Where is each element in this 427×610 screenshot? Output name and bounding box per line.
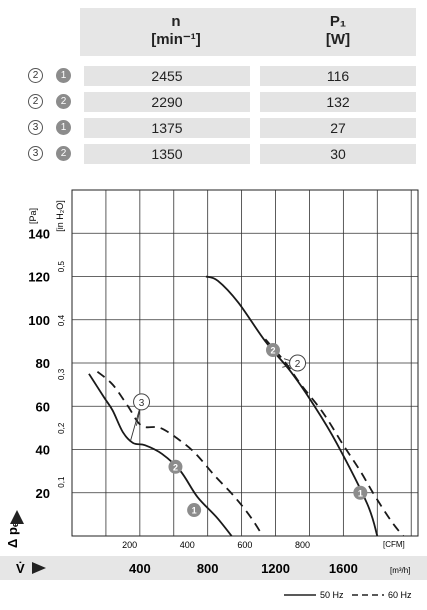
table-row: 2 2 2290 132 (0, 92, 427, 112)
y-unit-pa: [Pa] (28, 208, 38, 224)
col-power-header: P₁ [W] (260, 8, 416, 56)
y-tick-label-pa: 80 (36, 356, 50, 371)
open-marker-label: 3 (139, 398, 145, 409)
curve-badge: 2 (28, 94, 43, 109)
curve-markers: 3 2 2 1 2 1 (130, 343, 368, 518)
m3h-axis-band (0, 556, 427, 580)
filled-marker-icon (187, 503, 202, 518)
y-tick-label-inh2o: 0,5 (57, 261, 66, 273)
y-tick-label-pa: 120 (28, 270, 50, 285)
power-value: 132 (260, 92, 416, 112)
power-value: 30 (260, 144, 416, 164)
x-axis-label: V̇ (16, 561, 25, 576)
power-value: 27 (260, 118, 416, 138)
filled-marker-icon (168, 459, 183, 474)
y-tick-label-pa: 40 (36, 443, 50, 458)
x-axis-arrow-icon (32, 562, 46, 574)
axis-labels: 20 40 60 80 100 120 140 0,1 0,2 0,3 0,4 0,5 200 400 60… (28, 226, 358, 576)
x-tick-label-cfm: 200 (122, 540, 137, 550)
chart-curves (88, 275, 405, 536)
speed-value: 1375 (84, 118, 250, 138)
y-tick-label-pa: 100 (28, 313, 50, 328)
x-unit-cfm: [CFM] (383, 540, 405, 549)
col-power-unit: [W] (325, 31, 351, 48)
y-tick-label-inh2o: 0,4 (57, 314, 66, 326)
filled-marker-label: 2 (270, 346, 275, 356)
col-power-label: P₁ (329, 13, 347, 30)
col-speed-unit: [min⁻¹] (151, 31, 201, 48)
y-unit-inh2o: [in H₂O] (55, 200, 65, 232)
y-tick-label-pa: 20 (36, 486, 50, 501)
filled-marker-icon (265, 343, 280, 358)
x-tick-label-m3h: 800 (197, 561, 219, 576)
table-row: 3 1 1375 27 (0, 118, 427, 138)
table-row: 3 2 1350 30 (0, 144, 427, 164)
x-tick-label-cfm: 800 (295, 540, 310, 550)
power-value: 116 (260, 66, 416, 86)
variant-badge: 1 (56, 120, 71, 135)
x-tick-label-cfm: 400 (180, 540, 195, 550)
speed-value: 2455 (84, 66, 250, 86)
y-tick-label-inh2o: 0,1 (57, 476, 66, 488)
chart-grid (71, 189, 419, 537)
variant-badge: 2 (56, 146, 71, 161)
curve-badge: 3 (28, 146, 43, 161)
y-tick-label-inh2o: 0,3 (57, 368, 66, 380)
variant-badge: 2 (56, 94, 71, 109)
table-header: n [min⁻¹] P₁ [W] (80, 8, 416, 56)
curve-badge: 3 (28, 120, 43, 135)
curve-2-2-dashed (264, 338, 405, 536)
table-row: 2 1 2455 116 (0, 66, 427, 86)
legend-label-60hz: 60 Hz (388, 590, 412, 600)
y-axis-label: Δ pₑₐ (5, 517, 20, 548)
y-tick-label-pa: 60 (36, 399, 50, 414)
speed-value: 1350 (84, 144, 250, 164)
filled-marker-label: 2 (173, 462, 178, 472)
open-marker-icon (133, 393, 151, 411)
col-speed-header: n [min⁻¹] (86, 8, 266, 56)
x-tick-label-m3h: 1200 (261, 561, 290, 576)
x-tick-label-cfm: 600 (237, 540, 252, 550)
y-tick-label-pa: 140 (28, 226, 50, 241)
y-tick-label-inh2o: 0,2 (57, 422, 66, 434)
open-marker-label: 2 (295, 359, 301, 370)
variant-badge: 1 (56, 68, 71, 83)
x-unit-m3h: [m³/h] (390, 566, 410, 575)
curve-3-1-solid (88, 373, 233, 536)
y-axis-arrow-icon (10, 510, 24, 524)
filled-marker-icon (353, 485, 368, 500)
x-tick-label-m3h: 400 (129, 561, 151, 576)
filled-marker-label: 1 (192, 506, 197, 516)
open-marker-icon (289, 354, 307, 372)
speed-value: 2290 (84, 92, 250, 112)
col-speed-label: n (171, 13, 181, 30)
curve-badge: 2 (28, 68, 43, 83)
curve-3-2-dashed (96, 370, 264, 536)
x-tick-label-m3h: 1600 (329, 561, 358, 576)
legend-label-50hz: 50 Hz (320, 590, 344, 600)
filled-marker-label: 1 (358, 488, 363, 498)
